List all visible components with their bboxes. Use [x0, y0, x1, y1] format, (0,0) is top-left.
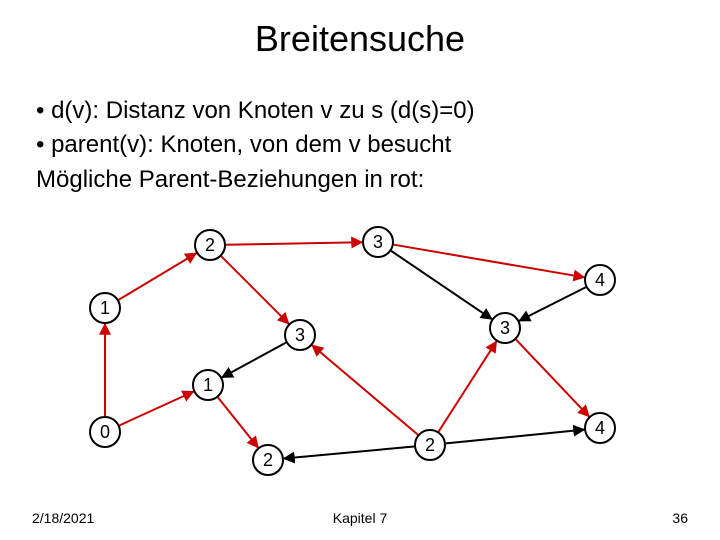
graph-node: 2 [252, 444, 284, 476]
footer-chapter: Kapitel 7 [0, 510, 720, 526]
graph-node: 2 [194, 229, 226, 261]
graph-node: 4 [584, 412, 616, 444]
graph-node: 1 [89, 292, 121, 324]
graph-nodes-layer: 2 3 4 1 3 3 1 0 2 2 4 [0, 0, 720, 540]
graph-node: 0 [89, 416, 121, 448]
graph-node: 4 [584, 264, 616, 296]
graph-node: 3 [489, 312, 521, 344]
footer-page-number: 36 [672, 510, 688, 526]
graph-node: 1 [192, 369, 224, 401]
slide: Breitensuche d(v): Distanz von Knoten v … [0, 0, 720, 540]
graph-node: 2 [414, 429, 446, 461]
graph-node: 3 [362, 226, 394, 258]
graph-node: 3 [284, 319, 316, 351]
